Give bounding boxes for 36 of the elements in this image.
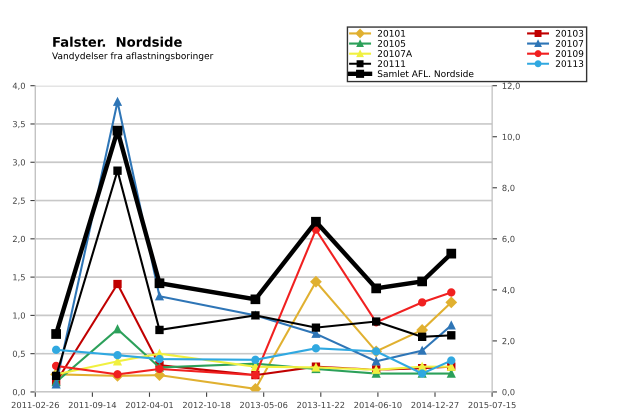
chart-title: Falster. Nordside (53, 36, 182, 47)
legend-label: 20103 (556, 30, 584, 37)
legend-label: 20105 (378, 40, 406, 47)
y-tick-label: 1,0 (13, 312, 26, 320)
y2-tick-label: 6,0 (502, 236, 515, 243)
legend-label: 20107 (556, 40, 584, 47)
y2-tick-label: 4,0 (502, 286, 515, 294)
y-tick-label: 3,0 (12, 159, 26, 166)
x-tick-label: 2014-12-27 (411, 402, 459, 408)
legend-label: 20107A (378, 50, 412, 57)
legend-label: Samlet AFL. Nordside (378, 70, 474, 78)
legend-label: 20113 (556, 60, 584, 68)
x-tick-label: 2012-04-01 (126, 402, 173, 408)
x-tick-label: 2011-02-26 (12, 402, 59, 408)
y-tick-label: 2,0 (12, 236, 26, 243)
y-tick-label: 1,5 (13, 274, 25, 282)
y2-tick-label: 0,0 (502, 388, 515, 396)
x-tick-label: 2014-06-10 (354, 402, 402, 408)
chart-subtitle: Vandydelser fra aflastningsboringer (52, 52, 214, 61)
x-tick-label: 2013-05-06 (240, 402, 288, 408)
y-tick-label: 0,0 (12, 388, 26, 396)
y-tick-label: 3,5 (12, 120, 25, 128)
legend-label: 20101 (378, 30, 406, 37)
y-tick-label: 4,0 (12, 82, 26, 90)
x-tick-label: 2013-11-22 (297, 402, 344, 408)
y2-tick-label: 10,0 (502, 134, 520, 141)
y-tick-label: 2,5 (12, 198, 25, 205)
y2-tick-label: 8,0 (502, 184, 515, 192)
legend-label: 20109 (556, 50, 584, 57)
y-tick-label: 0,5 (12, 350, 25, 358)
x-tick-label: 2015-07-15 (468, 402, 516, 408)
y2-tick-label: 12,0 (502, 82, 520, 90)
x-tick-label: 2011-09-14 (68, 402, 116, 408)
legend-label: 20111 (378, 60, 406, 68)
y2-tick-label: 2,0 (502, 338, 515, 346)
x-tick-label: 2012-10-18 (182, 402, 230, 408)
